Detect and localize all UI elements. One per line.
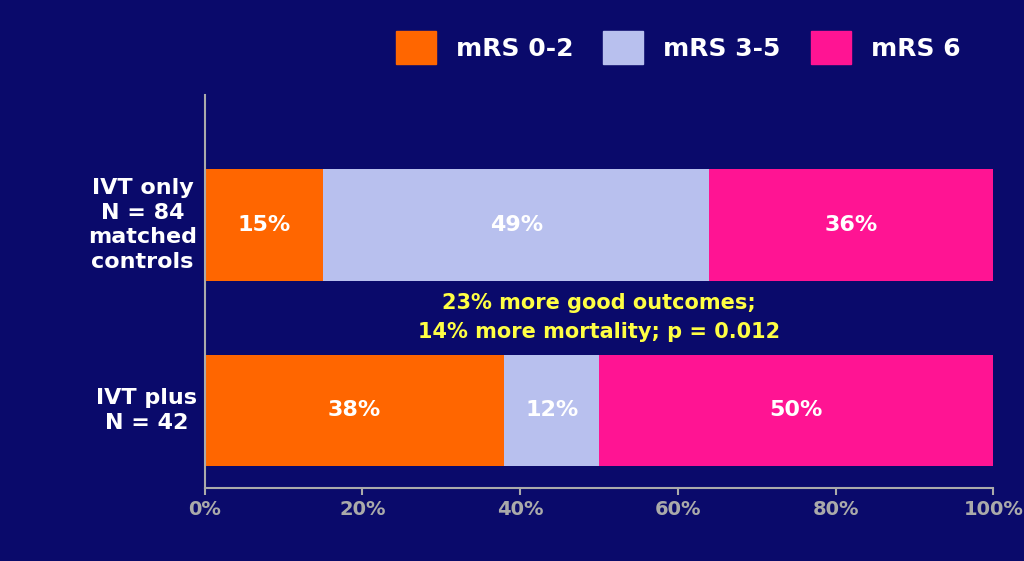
Text: 50%: 50%: [769, 400, 823, 420]
Bar: [324, 169, 710, 280]
Text: 36%: 36%: [824, 215, 878, 235]
Text: IVT only
N = 84
matched
controls: IVT only N = 84 matched controls: [88, 178, 197, 272]
Bar: [710, 169, 993, 280]
Bar: [205, 169, 324, 280]
Text: 12%: 12%: [525, 400, 579, 420]
Text: IVT plus
N = 42: IVT plus N = 42: [96, 388, 197, 433]
Bar: [599, 355, 993, 466]
Text: 38%: 38%: [328, 400, 381, 420]
Text: 49%: 49%: [489, 215, 543, 235]
Bar: [205, 355, 505, 466]
Text: 23% more good outcomes;
14% more mortality; p = 0.012: 23% more good outcomes; 14% more mortali…: [418, 293, 780, 342]
Text: 15%: 15%: [238, 215, 291, 235]
Legend: mRS 0-2, mRS 3-5, mRS 6: mRS 0-2, mRS 3-5, mRS 6: [386, 21, 970, 73]
Bar: [505, 355, 599, 466]
